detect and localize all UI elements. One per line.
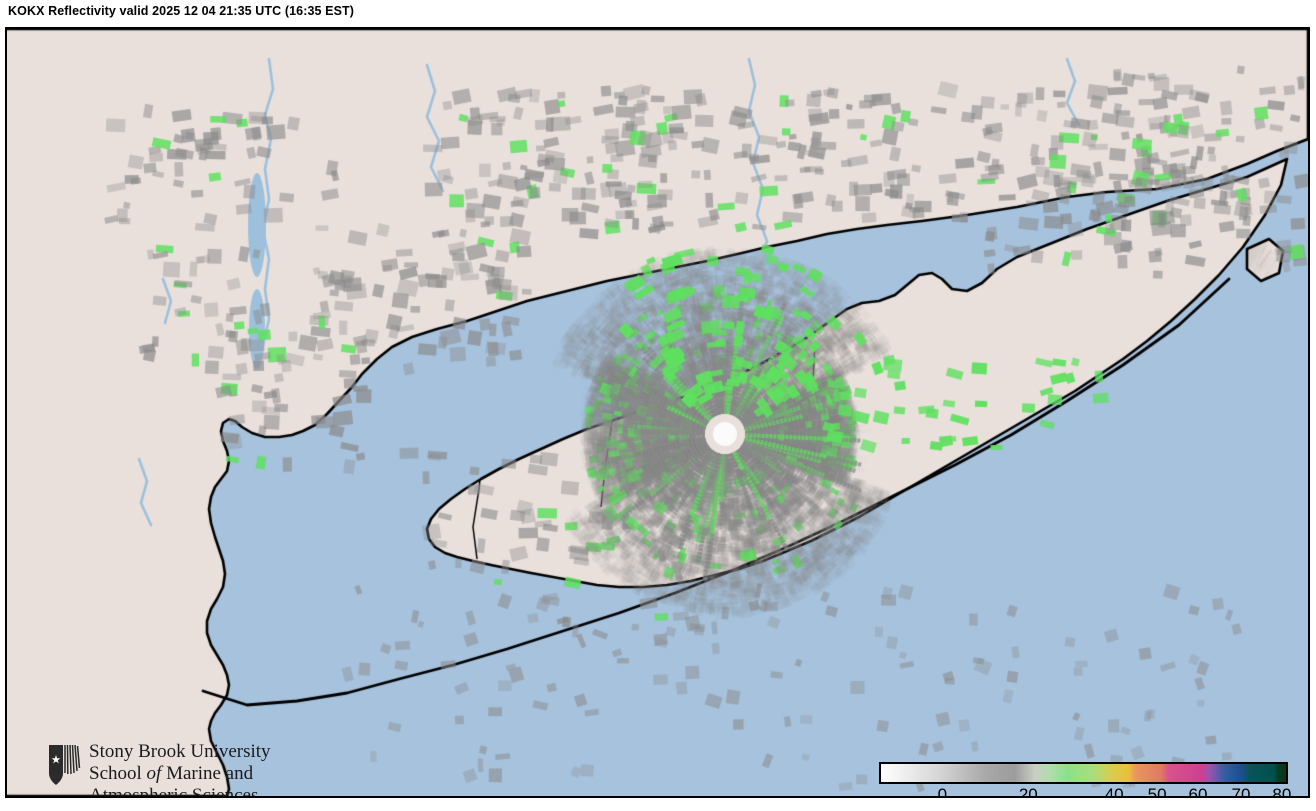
colorbar-gradient [879,762,1288,784]
page-title: KOKX Reflectivity valid 2025 12 04 21:35… [8,4,355,18]
map-canvas[interactable] [7,29,1308,796]
colorbar-tick-40: 40 [1104,785,1124,798]
colorbar-tick-labels: 0 20 40 50 60 70 80 [879,784,1292,798]
colorbar-legend: 0 20 40 50 60 70 80 [879,762,1292,798]
colorbar-tick-60: 60 [1188,785,1208,798]
colorbar-tick-80: 80 [1272,785,1292,798]
colorbar-tick-20: 20 [1018,785,1038,798]
colorbar-tick-70: 70 [1231,785,1251,798]
radar-map[interactable]: Stony Brook University School of Marine … [5,27,1310,798]
colorbar-tick-50: 50 [1147,785,1167,798]
colorbar-tick-0: 0 [937,785,948,798]
